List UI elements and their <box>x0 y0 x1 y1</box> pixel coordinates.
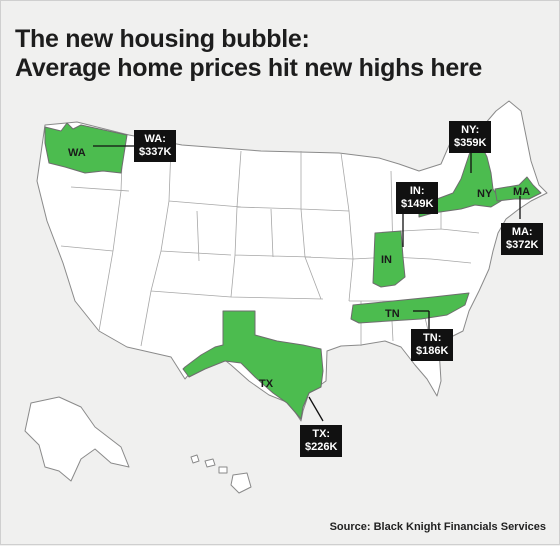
label-tx: TX <box>259 378 274 390</box>
callout-ma-label: MA: <box>511 226 533 238</box>
callout-tn-label: TN: <box>423 332 442 344</box>
callout-tn-price: $186K <box>416 345 449 357</box>
label-in: IN <box>381 254 392 266</box>
callout-in-price: $149K <box>401 198 434 210</box>
label-ma: MA <box>513 186 530 198</box>
hawaii <box>190 454 252 494</box>
callout-ma: MA: $372K <box>501 223 544 255</box>
source-credit: Source: Black Knight Financials Services <box>329 521 546 533</box>
label-ny: NY <box>477 188 493 200</box>
state-in <box>372 230 406 288</box>
state-ny <box>418 144 502 218</box>
callout-in: IN: $149K <box>396 182 439 214</box>
callout-tx-label: TX: <box>312 428 331 440</box>
callout-tx-price: $226K <box>305 441 338 453</box>
label-wa: WA <box>68 147 86 159</box>
callout-tx: TX: $226K <box>300 425 343 457</box>
state-tn <box>350 292 470 324</box>
title-line-2: Average home prices hit new highs here <box>15 54 482 82</box>
callout-tn: TN: $186K <box>411 329 454 361</box>
page-title: The new housing bubble: Average home pri… <box>15 25 482 83</box>
state-wa <box>44 122 128 174</box>
state-ma <box>494 176 542 202</box>
state-borders <box>60 134 480 352</box>
callout-ny: NY: $359K <box>449 121 492 153</box>
callout-wa-label: WA: <box>144 133 166 145</box>
label-tn: TN <box>385 308 400 320</box>
state-tx <box>182 310 324 420</box>
callout-ny-label: NY: <box>461 124 480 136</box>
title-line-1: The new housing bubble: <box>15 25 310 53</box>
callout-in-label: IN: <box>409 185 425 197</box>
alaska <box>24 396 130 482</box>
callout-wa-price: $337K <box>139 146 172 158</box>
callout-wa: WA: $337K <box>134 130 177 162</box>
callout-ma-price: $372K <box>506 239 539 251</box>
callout-ny-price: $359K <box>454 137 487 149</box>
